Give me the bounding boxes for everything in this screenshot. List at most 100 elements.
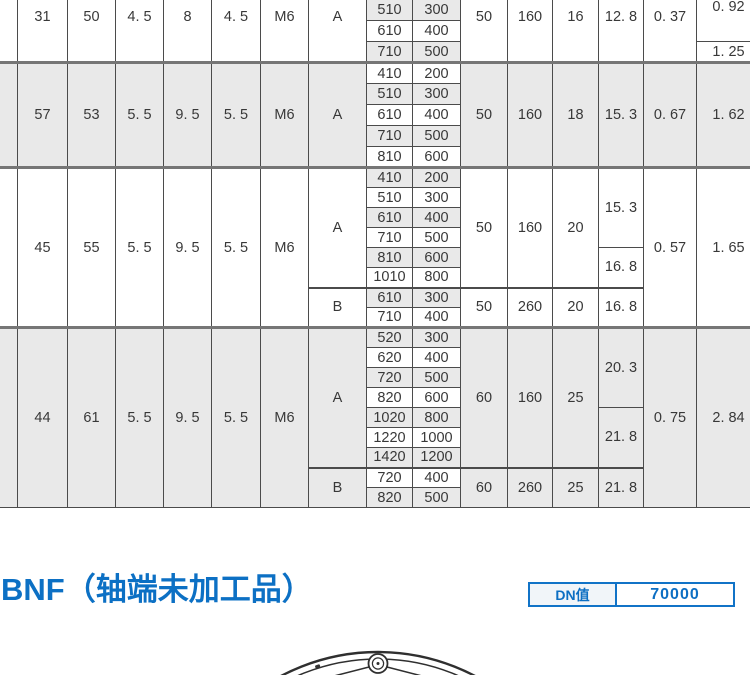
table-cell: 160 [507,61,553,168]
table-cell: 25 [552,326,599,468]
table-cell: 260 [507,286,553,328]
table-cell: 60 [460,466,508,508]
table-cell: 610 [366,207,413,228]
table-cell: 710 [366,227,413,248]
table-cell: A [308,326,367,468]
table-row: B 610 300 50 260 20 16. 8 [0,286,750,328]
table-cell: 0. 57 [643,166,697,328]
table-cell: 400 [412,347,461,368]
table-row: 610 400 [0,104,750,126]
table-row: 710 500 [0,227,750,248]
table-cell: 500 [412,227,461,248]
table-cell: 400 [412,104,461,126]
table-cell: 0. 75 [643,326,697,508]
bolt-hole-center-dot [376,662,380,665]
table-cell: 15. 3 [598,61,644,168]
table-cell: 9. 5 [163,166,212,328]
table-row: 510 300 [0,83,750,105]
table-row: 710 500 [0,125,750,147]
table-cell: 510 [366,187,413,208]
table-cell: 50 [460,0,508,63]
table-cell: 20. 3 [598,326,644,408]
table-cell: M6 [260,326,309,508]
table-cell: 410 [366,61,413,84]
table-cell: 500 [412,367,461,388]
table-cell: 4. 5 [115,0,164,63]
table-cell: 50 [460,61,508,168]
table-cell: 600 [412,387,461,408]
table-cell: 9. 5 [163,61,212,168]
table-row: 720 500 [0,367,750,388]
table-cell: 5. 5 [115,166,164,328]
section-heading: BNF（轴端未加工品） [1,572,313,607]
table-cell: 9. 5 [163,326,212,508]
table-cell: A [308,166,367,288]
table-cell: 610 [366,286,413,308]
table-cell: 300 [412,326,461,348]
table-row: 57 53 5. 5 9. 5 5. 5 M6 A 410 200 50 160 18 15. 3 0. … [0,61,750,168]
table-cell: 5. 5 [115,61,164,168]
table-row: 1020 800 21. 8 [0,407,750,468]
spec-table: 31 50 4. 5 8 4. 5 M6 A 50 160 16 12. 8 0. 37 0. 92 51… [0,0,750,508]
table-row: 810 600 16. 8 [0,247,750,288]
table-cell: 1420 [366,447,413,468]
table-cell: 5. 5 [211,61,261,168]
table-cell: 200 [412,61,461,84]
table-cell: 5. 5 [211,166,261,328]
spoke-line-right [386,666,422,675]
table-cell: 300 [412,0,461,21]
table-cell [0,326,18,508]
table-cell [0,166,18,328]
table-cell: 57 [17,61,68,168]
table-cell: 610 [366,20,413,42]
dn-label: DN值 [530,584,617,605]
table-cell: 1. 62 [696,61,750,168]
table-cell: 710 [366,41,413,63]
table-cell: 720 [366,367,413,388]
table-cell: 820 [366,387,413,408]
table-cell: 260 [507,466,553,508]
spec-table-body: 31 50 4. 5 8 4. 5 M6 A 50 160 16 12. 8 0. 37 0. 92 51… [0,0,750,508]
table-cell: 21. 8 [598,466,644,508]
table-cell: 5. 5 [211,326,261,508]
table-cell: 8 [163,0,212,63]
table-row: 610 400 [0,207,750,228]
table-cell: M6 [260,166,309,328]
table-row: 1010 800 [0,267,750,288]
table-cell: 1200 [412,447,461,468]
table-cell: 300 [412,83,461,105]
table-row: 810 600 [0,146,750,168]
table-cell: 21. 8 [598,407,644,468]
table-cell: 410 [366,166,413,188]
table-cell: 5. 5 [115,326,164,508]
table-cell: B [308,286,367,328]
table-cell: 520 [366,326,413,348]
table-cell: 300 [412,286,461,308]
table-cell: 300 [412,187,461,208]
table-cell: 0. 92 [696,0,750,42]
table-cell: 2. 84 [696,326,750,508]
table-cell: 15. 3 [598,166,644,248]
table-cell: 18 [552,61,599,168]
table-cell: 510 [366,0,413,21]
table-cell: 160 [507,0,553,63]
table-cell: 400 [412,20,461,42]
table-cell: 53 [67,61,116,168]
table-cell: 800 [412,407,461,428]
table-cell: 0. 37 [643,0,697,63]
table-cell: 1000 [412,427,461,448]
table-cell: 710 [366,125,413,147]
table-cell: M6 [260,0,309,63]
table-cell: 20 [552,166,599,288]
table-cell: 720 [366,466,413,488]
table-cell: 1. 65 [696,166,750,328]
table-row: 44 61 5. 5 9. 5 5. 5 M6 A 520 300 60 160 25 20. 3 0. … [0,326,750,508]
table-cell: 710 [366,307,413,328]
table-cell: A [308,61,367,168]
table-cell: 31 [17,0,68,63]
dn-badge: DN值 70000 [528,582,735,607]
table-row: 820 500 [0,487,750,508]
table-cell: 45 [17,166,68,328]
table-cell: 50 [460,286,508,328]
table-cell: 610 [366,104,413,126]
